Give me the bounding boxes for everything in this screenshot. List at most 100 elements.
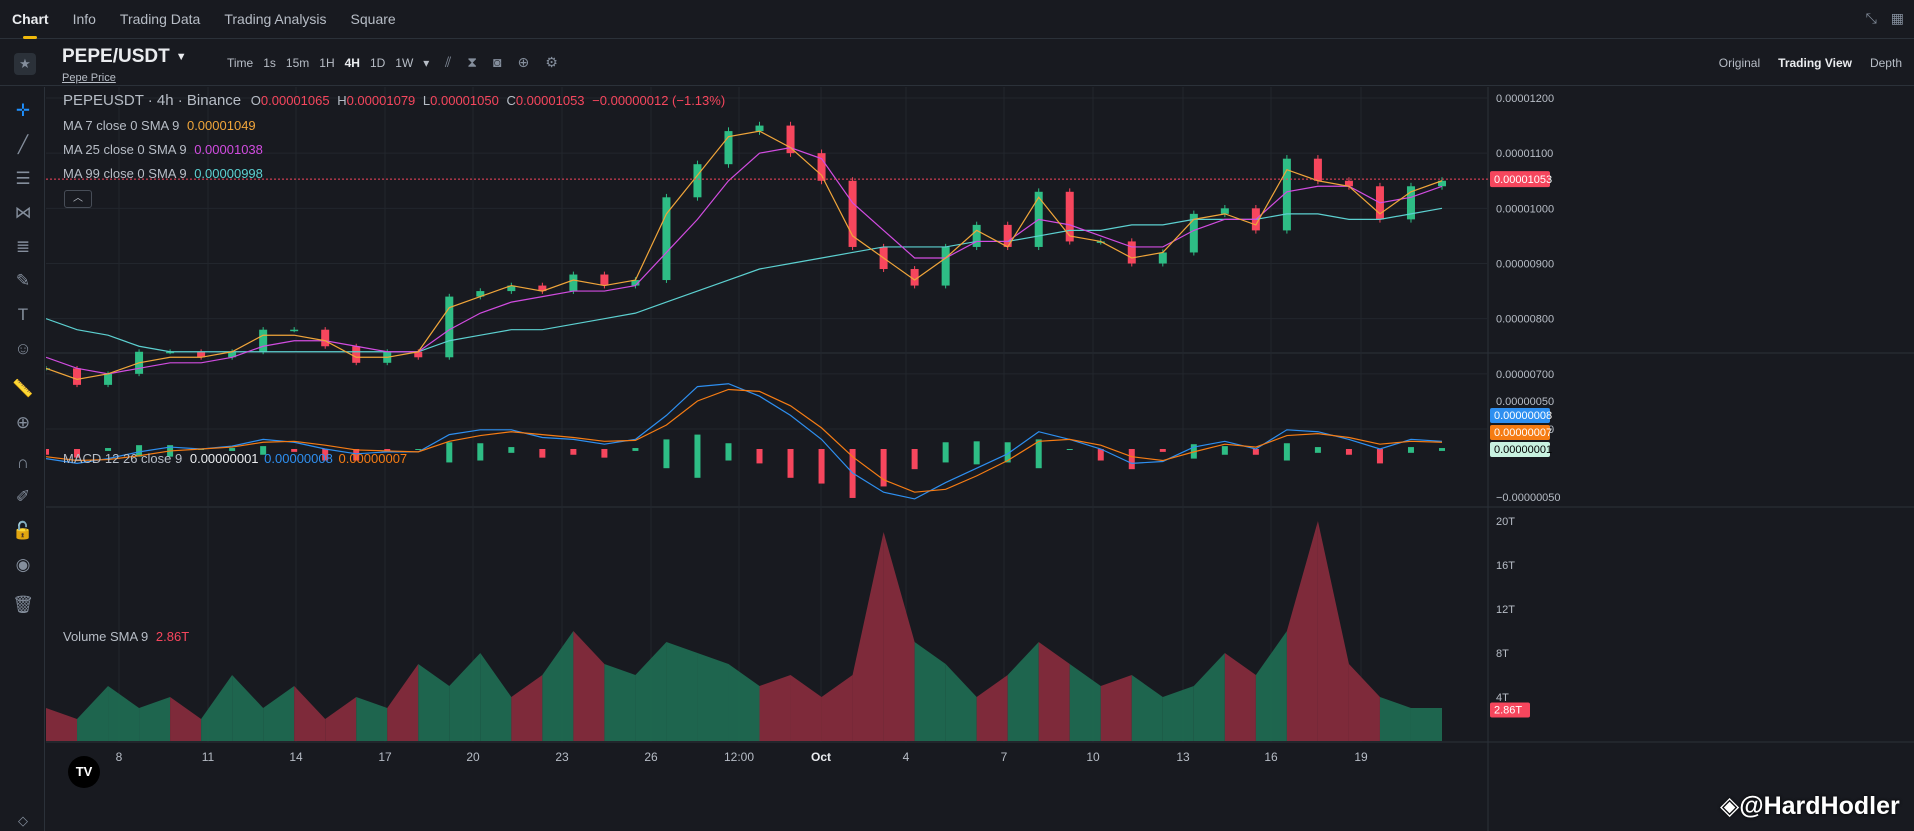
tab-chart[interactable]: Chart — [0, 0, 61, 39]
pattern-icon[interactable]: ⋈ — [14, 203, 32, 222]
macd-histogram-bar — [756, 449, 763, 464]
macd-value-badge — [1490, 425, 1550, 440]
macd-value-badge — [1490, 442, 1550, 457]
tab-square[interactable]: Square — [350, 10, 396, 27]
interval-1s[interactable]: 1s — [263, 56, 276, 70]
view-trading-view[interactable]: Trading View — [1778, 56, 1852, 70]
macd-histogram-bar — [1159, 449, 1166, 452]
macd-histogram-bar — [1035, 439, 1042, 469]
camera-icon[interactable]: ◙ — [493, 54, 502, 70]
candle-body — [1189, 213, 1198, 253]
volume-badge-label: 2.86T — [1494, 705, 1522, 717]
candle-body — [1158, 252, 1167, 264]
candle-body — [755, 125, 764, 132]
volume-area — [108, 686, 140, 741]
price-axis-label: 0.00001100 — [1496, 148, 1553, 160]
volume-area — [449, 653, 481, 741]
view-options: Original Trading View Depth — [1719, 56, 1902, 70]
trend-line-icon[interactable]: ╱ — [17, 135, 29, 154]
watermark-text: ◈@HardHodler — [1720, 792, 1900, 820]
time-axis-label: 19 — [1354, 750, 1368, 764]
candle-body — [507, 285, 516, 292]
magnet-icon[interactable]: ∩ — [16, 453, 30, 472]
macd-histogram-bar — [911, 449, 918, 470]
candle-body — [724, 131, 733, 165]
legend-ma99: MA 99 close 0 SMA 9 0.00000998 — [63, 166, 263, 181]
horizontal-lines-icon[interactable]: ☰ — [15, 169, 31, 188]
candle-type-icon[interactable]: ⧗ — [467, 54, 478, 70]
chart-canvas[interactable]: 0.00001053 0.00001200 0.00001100 0.00001000… — [46, 87, 1914, 831]
volume-area — [914, 642, 946, 741]
interval-15m[interactable]: 15m — [285, 56, 310, 70]
current-price-label: 0.00001053 — [1494, 174, 1552, 186]
pair-price-link[interactable]: Pepe Price — [62, 72, 116, 84]
eye-icon[interactable]: ◉ — [15, 555, 31, 574]
candle-body — [259, 329, 268, 352]
trash-icon[interactable]: 🗑 — [12, 595, 34, 614]
volume-area — [294, 686, 326, 741]
time-axis-label: 17 — [378, 750, 392, 764]
brush-icon[interactable]: ✎ — [15, 271, 31, 290]
candle-body — [693, 164, 702, 198]
time-axis-label: Oct — [811, 750, 831, 764]
interval-1w[interactable]: 1W — [395, 56, 414, 70]
volume-area — [1379, 697, 1411, 741]
volume-area — [945, 664, 977, 741]
interval-1h[interactable]: 1H — [319, 56, 335, 70]
volume-area — [728, 664, 760, 741]
fib-icon[interactable]: ≣ — [15, 237, 31, 256]
interval-4h[interactable]: 4H — [344, 56, 360, 70]
add-icon[interactable]: ⊕ — [517, 54, 530, 70]
view-original[interactable]: Original — [1718, 56, 1761, 70]
volume-area — [1162, 686, 1194, 741]
macd-histogram-bar — [663, 439, 670, 469]
time-axis-label: 8 — [116, 750, 123, 764]
interval-1d[interactable]: 1D — [369, 56, 386, 70]
settings-gear-icon[interactable]: ⚙ — [545, 54, 558, 70]
volume-area — [139, 697, 171, 741]
volume-area — [511, 675, 543, 741]
lock-icon[interactable]: 🔓 — [12, 521, 34, 540]
macd-value-label: 0.00000001 — [1494, 444, 1552, 456]
candle-body — [352, 346, 361, 363]
macd-value-badge — [1490, 408, 1550, 423]
volume-area — [1255, 631, 1287, 741]
crosshair-icon[interactable]: ✛ — [15, 101, 31, 120]
view-depth[interactable]: Depth — [1869, 56, 1902, 70]
volume-area — [666, 642, 698, 741]
text-icon[interactable]: T — [17, 305, 29, 324]
favorite-star-icon[interactable]: ★ — [14, 53, 36, 75]
layers-icon[interactable]: ◇ — [18, 813, 28, 828]
emoji-icon[interactable]: ☺ — [14, 339, 32, 358]
lock-drawing-icon[interactable]: ✐ — [15, 487, 31, 506]
time-axis-label: 12:00 — [724, 750, 754, 764]
macd-histogram-bar — [601, 449, 608, 458]
pair-selector[interactable]: PEPE/USDT ▼ — [62, 46, 187, 68]
candle-body — [569, 274, 578, 292]
macd-histogram-bar — [694, 434, 701, 478]
volume-axis-label: 12T — [1496, 604, 1515, 616]
ruler-icon[interactable]: 📏 — [12, 379, 34, 398]
drawing-toolbar: ✛ ╱ ☰ ⋈ ≣ ✎ T ☺ 📏 ⊕ ∩ ✐ 🔓 ◉ 🗑 ◇ — [0, 87, 45, 831]
candle-body — [228, 351, 237, 358]
collapse-legend-button[interactable]: ︿ — [64, 190, 92, 208]
indicators-icon[interactable]: ⫽ — [445, 54, 452, 70]
zoom-icon[interactable]: ⊕ — [15, 413, 31, 432]
ma99-line — [46, 207, 1443, 353]
minimize-icon[interactable]: ⤡ — [1865, 10, 1877, 26]
interval-more-caret-icon[interactable]: ▾ — [423, 56, 430, 70]
candle-body — [1406, 186, 1415, 220]
volume-area — [480, 653, 512, 741]
macd-histogram-bar — [973, 441, 980, 465]
macd-histogram-bar — [446, 442, 453, 463]
macd-histogram-bar — [725, 443, 732, 461]
candle-body — [166, 351, 175, 354]
tab-trading-data[interactable]: Trading Data — [119, 10, 201, 27]
layout-grid-icon[interactable]: ▦ — [1890, 10, 1904, 26]
interval-time[interactable]: Time — [227, 56, 254, 70]
tab-info[interactable]: Info — [72, 10, 96, 27]
tab-trading-analysis[interactable]: Trading Analysis — [224, 10, 327, 27]
macd-histogram-bar — [818, 449, 825, 484]
candle-body — [197, 351, 206, 358]
